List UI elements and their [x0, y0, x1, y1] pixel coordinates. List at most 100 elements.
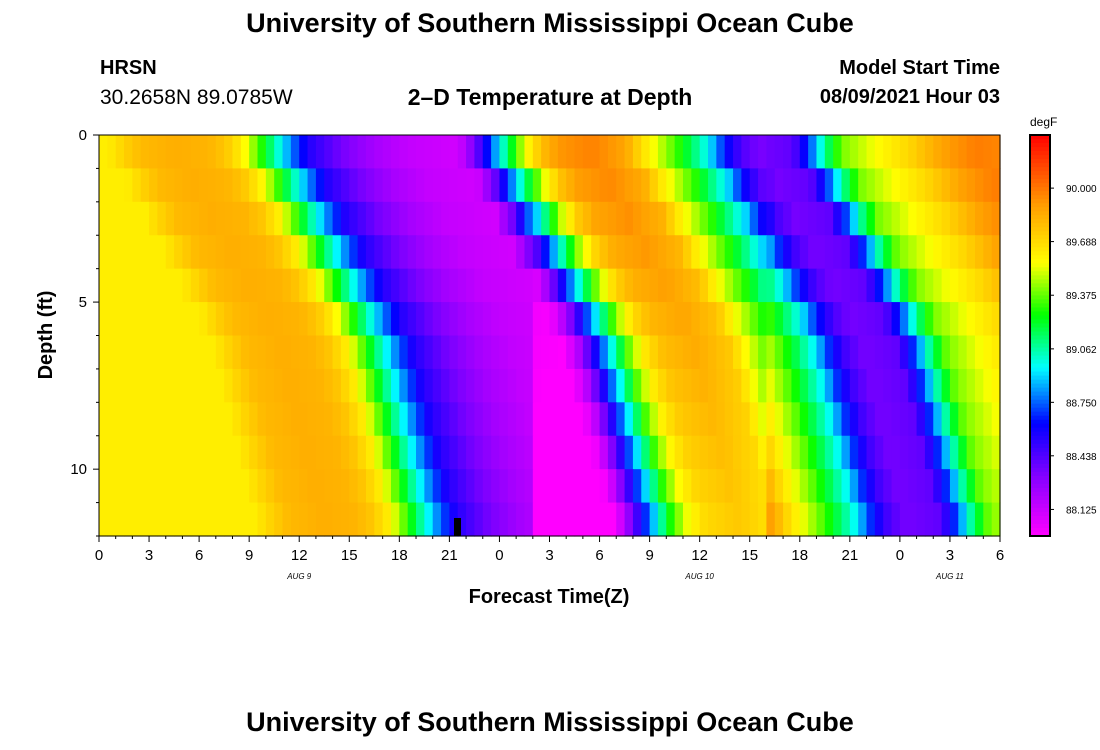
heatmap-cell: [290, 302, 300, 337]
heatmap-cell: [749, 368, 759, 403]
heatmap-cell: [858, 502, 868, 537]
heatmap-cell: [733, 368, 742, 403]
heatmap-cell: [290, 335, 300, 370]
heatmap-cell: [941, 368, 951, 403]
heatmap-cell: [582, 469, 592, 504]
colorbar-segment: [1030, 491, 1050, 497]
heatmap-cell: [307, 402, 317, 437]
heatmap-cell: [541, 469, 551, 504]
colorbar-segment: [1030, 235, 1050, 240]
heatmap-cell: [307, 469, 317, 504]
heatmap-cell: [566, 168, 576, 203]
heatmap-cell: [716, 235, 726, 270]
heatmap-cell: [916, 435, 926, 470]
heatmap-cell: [966, 469, 976, 504]
heatmap-cell: [599, 235, 609, 270]
colorbar-segment: [1030, 479, 1050, 485]
station-coordinates: 30.2658N 89.0785W: [100, 86, 293, 109]
heatmap-cell: [274, 135, 284, 170]
heatmap-cell: [407, 469, 417, 504]
heatmap-cell: [224, 469, 234, 504]
heatmap-cell: [174, 235, 184, 270]
heatmap-cell: [290, 168, 300, 203]
heatmap-cell: [682, 268, 692, 303]
heatmap-cell: [532, 368, 542, 403]
heatmap-cell: [399, 368, 409, 403]
heatmap-cell: [99, 469, 108, 504]
heatmap-cell: [474, 135, 484, 170]
heatmap-cell: [474, 302, 484, 337]
colorbar-segment: [1030, 223, 1050, 228]
heatmap-cell: [758, 201, 767, 236]
heatmap-cell: [916, 201, 926, 236]
colorbar-segment: [1030, 439, 1050, 445]
heatmap-cell: [899, 135, 909, 170]
y-axis: 0 5 10: [70, 127, 99, 537]
colorbar-segment: [1030, 211, 1050, 216]
heatmap-cell: [733, 469, 742, 504]
heatmap-cell: [140, 335, 150, 370]
heatmap-cell: [724, 302, 734, 337]
heatmap-cell: [424, 235, 434, 270]
heatmap-cell: [207, 502, 217, 537]
heatmap-cell: [390, 368, 400, 403]
heatmap-cell: [174, 435, 184, 470]
heatmap-cell: [724, 268, 734, 303]
heatmap-cell: [274, 368, 284, 403]
heatmap-cell: [891, 368, 901, 403]
heatmap-cell: [299, 368, 309, 403]
heatmap-cell: [315, 335, 325, 370]
heatmap-cell: [549, 368, 559, 403]
colorbar-segment: [1030, 367, 1050, 373]
heatmap-cell: [708, 168, 717, 203]
heatmap-cell: [215, 335, 225, 370]
heatmap-cell: [232, 435, 242, 470]
heatmap-cell: [591, 402, 601, 437]
model-start-value: 08/09/2021 Hour 03: [819, 86, 1000, 108]
heatmap-cell: [282, 302, 292, 337]
heatmap-cell: [791, 335, 801, 370]
heatmap-cell: [649, 368, 659, 403]
heatmap-cell: [708, 235, 717, 270]
heatmap-cell: [599, 402, 609, 437]
heatmap-cell: [491, 201, 501, 236]
heatmap-cell: [991, 469, 1001, 504]
heatmap-cell: [149, 135, 158, 170]
heatmap-cell: [657, 335, 667, 370]
heatmap-cell: [741, 502, 751, 537]
heatmap-cell: [758, 502, 767, 537]
heatmap-cell: [407, 402, 417, 437]
heatmap-cell: [549, 201, 559, 236]
heatmap-cell: [507, 235, 517, 270]
heatmap-cell: [457, 368, 467, 403]
heatmap-cell: [808, 335, 818, 370]
heatmap-cell: [632, 235, 642, 270]
heatmap-cell: [324, 135, 334, 170]
heatmap-cell: [432, 435, 442, 470]
heatmap-cell: [390, 235, 400, 270]
heatmap-cell: [841, 168, 851, 203]
heatmap-cell: [574, 435, 584, 470]
heatmap-cell: [699, 368, 709, 403]
heatmap-cell: [783, 502, 793, 537]
heatmap-cell: [849, 502, 859, 537]
heatmap-cell: [591, 502, 601, 537]
heatmap-cell: [324, 435, 334, 470]
heatmap-cell: [741, 368, 751, 403]
heatmap-cell: [149, 469, 158, 504]
heatmap-cell: [724, 135, 734, 170]
colorbar-segment: [1030, 231, 1050, 236]
heatmap-cell: [416, 235, 425, 270]
heatmap-cell: [99, 201, 108, 236]
heatmap-cell: [249, 302, 259, 337]
colorbar-segment: [1030, 351, 1050, 357]
heatmap-cell: [516, 469, 526, 504]
heatmap-cell: [290, 402, 300, 437]
heatmap-cell: [457, 302, 467, 337]
heatmap-cell: [390, 469, 400, 504]
heatmap-cell: [749, 402, 759, 437]
colorbar-segment: [1030, 259, 1050, 264]
heatmap-cell: [499, 235, 509, 270]
heatmap-cell: [349, 435, 359, 470]
heatmap-cell: [624, 268, 634, 303]
